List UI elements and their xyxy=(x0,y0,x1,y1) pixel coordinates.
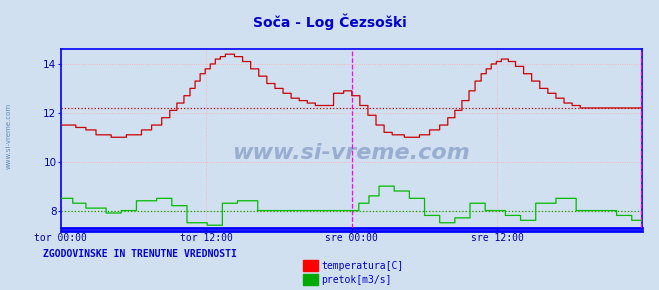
Text: www.si-vreme.com: www.si-vreme.com xyxy=(5,103,12,169)
Text: ZGODOVINSKE IN TRENUTNE VREDNOSTI: ZGODOVINSKE IN TRENUTNE VREDNOSTI xyxy=(43,249,237,259)
Text: pretok[m3/s]: pretok[m3/s] xyxy=(322,275,392,285)
Text: temperatura[C]: temperatura[C] xyxy=(322,261,404,271)
Text: www.si-vreme.com: www.si-vreme.com xyxy=(233,143,470,163)
Text: Soča - Log Čezsoški: Soča - Log Čezsoški xyxy=(252,13,407,30)
